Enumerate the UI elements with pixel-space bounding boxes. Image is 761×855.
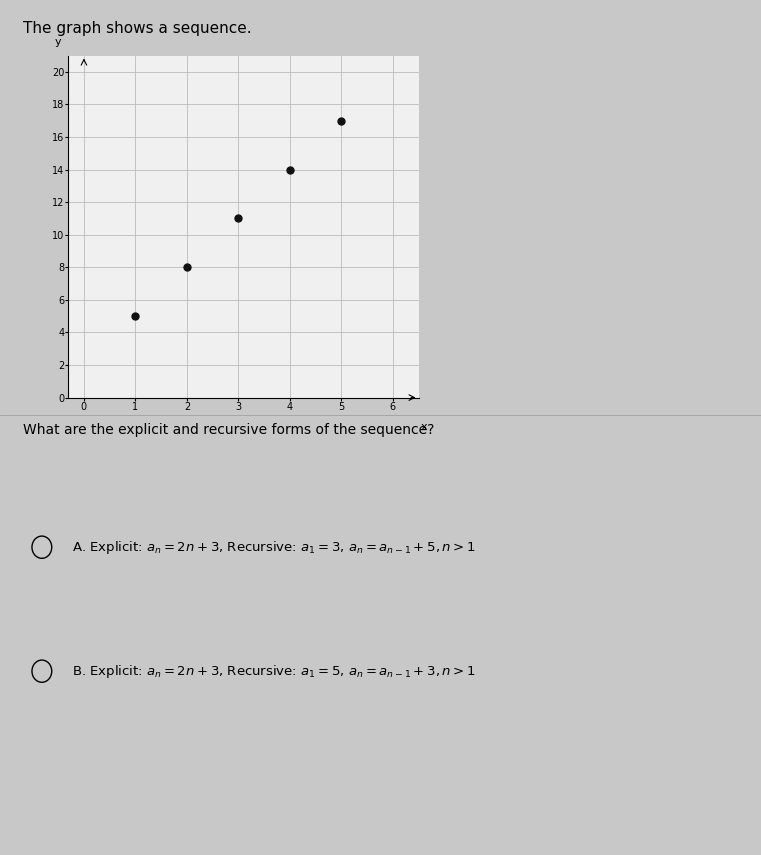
Text: The graph shows a sequence.: The graph shows a sequence. bbox=[23, 21, 251, 37]
Point bbox=[181, 261, 193, 274]
Point bbox=[284, 162, 296, 176]
Text: A. Explicit: $a_n = 2n + 3$, Recursive: $a_1 = 3$, $a_n = a_{n-1} + 5, n > 1$: A. Explicit: $a_n = 2n + 3$, Recursive: … bbox=[72, 539, 476, 556]
Point bbox=[336, 114, 348, 127]
Point bbox=[129, 310, 142, 323]
Point bbox=[232, 211, 244, 225]
Text: y: y bbox=[55, 38, 62, 47]
Text: B. Explicit: $a_n = 2n + 3$, Recursive: $a_1 = 5$, $a_n = a_{n-1} + 3, n > 1$: B. Explicit: $a_n = 2n + 3$, Recursive: … bbox=[72, 663, 476, 680]
Text: x: x bbox=[420, 422, 427, 432]
Text: What are the explicit and recursive forms of the sequence?: What are the explicit and recursive form… bbox=[23, 423, 435, 437]
